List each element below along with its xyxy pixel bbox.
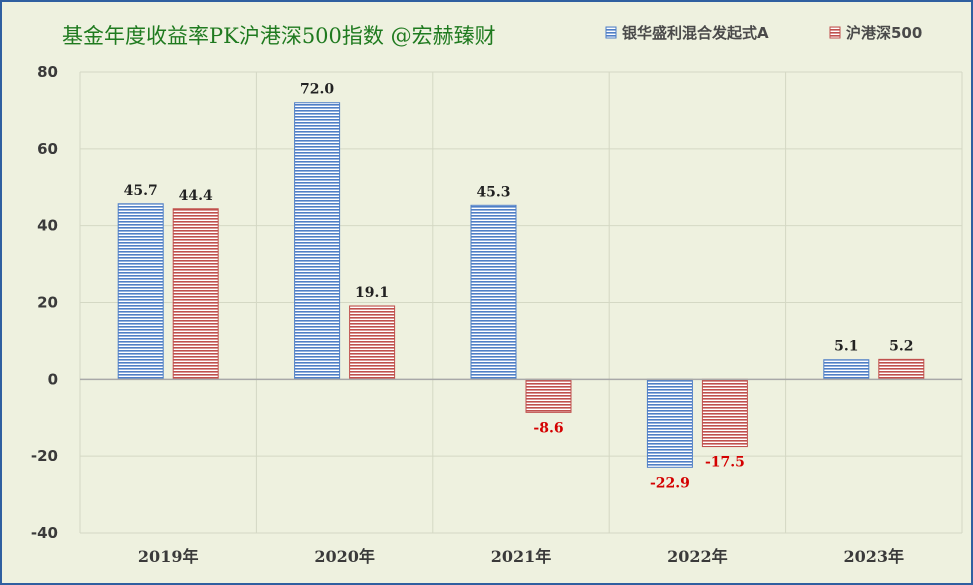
bar-series-1-2021年 [470, 204, 517, 380]
legend: 银华盛利混合发起式A 沪港深500 [605, 24, 922, 42]
chart-title: 基金年度收益率PK沪港深500指数 @宏赫臻财 [62, 24, 496, 48]
y-tick-label: 80 [37, 63, 58, 81]
data-labels: 45.7 44.4 72.0 19.1 45.3 -8.6 -22.9 -17.5 5.1 5.2 [124, 82, 914, 492]
data-label: 44.4 [179, 188, 213, 204]
bar-series-1-2020年 [294, 102, 341, 380]
y-tick-label: -40 [31, 524, 58, 542]
data-label: -8.6 [533, 420, 563, 436]
data-label: 45.3 [476, 184, 510, 200]
y-tick-label: 40 [37, 217, 58, 235]
data-label: -17.5 [705, 455, 745, 471]
bar-series-1-2022年 [646, 378, 693, 468]
data-label: 19.1 [355, 285, 389, 301]
x-category-label: 2022年 [667, 547, 728, 566]
legend-label-series-2: 沪港深500 [846, 24, 922, 42]
legend-swatch-series-2 [829, 26, 841, 39]
bar-series-2-2019年 [172, 208, 219, 380]
data-label: 45.7 [124, 183, 158, 199]
y-tick-label: 0 [48, 370, 58, 388]
bar-series-2-2023年 [878, 358, 925, 380]
bars [117, 102, 925, 468]
data-label: 72.0 [300, 82, 334, 98]
y-tick-label: -20 [31, 447, 58, 465]
bar-series-2-2020年 [349, 305, 396, 380]
x-axis-categories: 2019年 2020年 2021年 2022年 2023年 [138, 547, 904, 566]
data-label: 5.1 [834, 339, 858, 355]
x-category-label: 2019年 [138, 547, 199, 566]
bar-series-2-2021年 [525, 378, 572, 413]
data-label: -22.9 [650, 475, 690, 491]
y-tick-label: 60 [37, 140, 58, 158]
legend-swatch-series-1 [605, 26, 617, 39]
legend-label-series-1: 银华盛利混合发起式A [622, 24, 769, 42]
bar-series-1-2019年 [117, 203, 164, 380]
y-axis-ticks: 80 60 40 20 0 -20 -40 [31, 63, 58, 542]
y-tick-label: 20 [37, 294, 58, 312]
bar-series-1-2023年 [823, 359, 870, 380]
x-category-label: 2021年 [491, 547, 552, 566]
x-category-label: 2020年 [314, 547, 375, 566]
x-category-label: 2023年 [844, 547, 905, 566]
data-label: 5.2 [889, 338, 913, 354]
bar-series-2-2022年 [701, 378, 748, 448]
